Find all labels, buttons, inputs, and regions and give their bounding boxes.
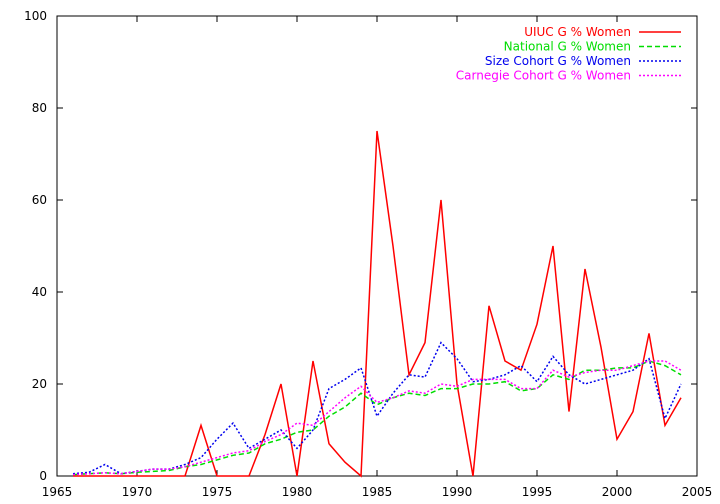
axis-tick-labels: 1965 1970 1975 1980 1985 1990 1995 2000 2005 0 20 4… xyxy=(24,9,712,499)
plot-frame xyxy=(56,15,698,477)
legend-label: Carnegie Cohort G % Women xyxy=(456,69,631,83)
series-line-4 xyxy=(72,360,682,476)
series-line-3 xyxy=(72,341,682,475)
x-tick-label: 1975 xyxy=(202,485,233,499)
y-tick-label: 80 xyxy=(32,101,47,115)
y-tick-label: 20 xyxy=(32,377,47,391)
x-tick-label: 1980 xyxy=(282,485,313,499)
x-tick-label: 1990 xyxy=(442,485,473,499)
legend-label: UIUC G % Women xyxy=(524,25,631,39)
legend-label: National G % Women xyxy=(504,40,631,54)
x-tick-label: 2005 xyxy=(682,485,713,499)
axis-ticks xyxy=(56,15,698,477)
y-tick-label: 60 xyxy=(32,193,47,207)
y-tick-label: 100 xyxy=(24,9,47,23)
series-line-2 xyxy=(72,360,682,476)
x-tick-label: 1970 xyxy=(122,485,153,499)
x-tick-label: 1995 xyxy=(522,485,553,499)
x-tick-label: 2000 xyxy=(602,485,633,499)
x-tick-label: 1965 xyxy=(42,485,73,499)
series-line-1 xyxy=(73,130,682,478)
series-lines xyxy=(72,130,682,478)
y-tick-label: 0 xyxy=(39,469,47,483)
legend-label: Size Cohort G % Women xyxy=(485,54,631,68)
x-tick-label: 1985 xyxy=(362,485,393,499)
y-tick-label: 40 xyxy=(32,285,47,299)
